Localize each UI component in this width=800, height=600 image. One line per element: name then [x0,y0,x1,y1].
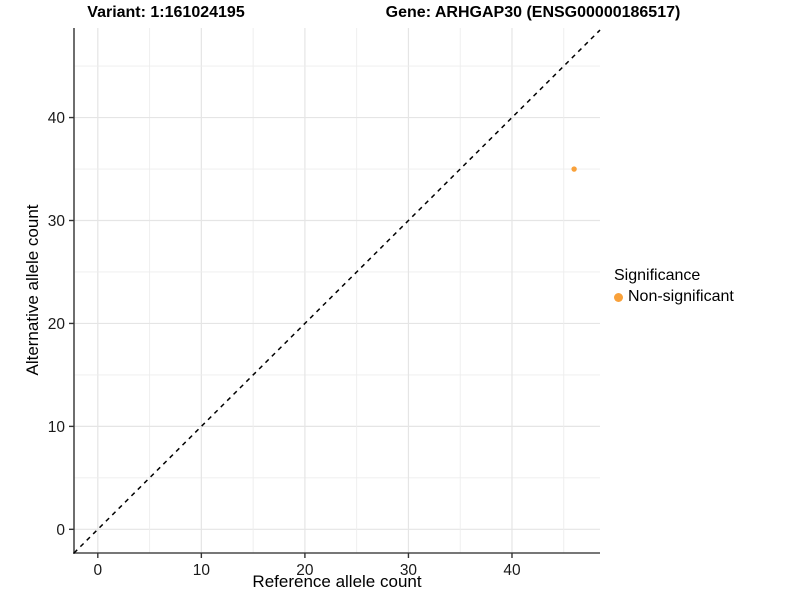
y-tick-label: 10 [48,419,66,436]
legend: Significance Non-significant [614,267,734,306]
y-tick-label: 40 [48,110,66,127]
legend-dot-icon [614,292,623,302]
x-tick-label: 10 [193,562,211,579]
gene-title: Gene: ARHGAP30 (ENSG00000186517) [385,4,681,21]
x-axis-label: Reference allele count [252,572,422,591]
identity-line [73,29,601,554]
y-tick-label: 30 [48,213,66,230]
legend-item-non-significant: Non-significant [614,288,734,306]
variant-title: Variant: 1:161024195 [87,4,245,21]
y-axis-label: Alternative allele count [23,204,42,376]
x-tick-label: 30 [400,562,418,579]
x-tick-label: 40 [503,562,521,579]
legend-title: Significance [614,267,701,284]
data-point [571,166,577,172]
y-tick-label: 0 [56,522,65,539]
x-tick-label: 20 [296,562,314,579]
y-tick-label: 20 [48,316,66,333]
legend-item-label: Non-significant [628,288,734,305]
x-tick-label: 0 [94,562,103,579]
